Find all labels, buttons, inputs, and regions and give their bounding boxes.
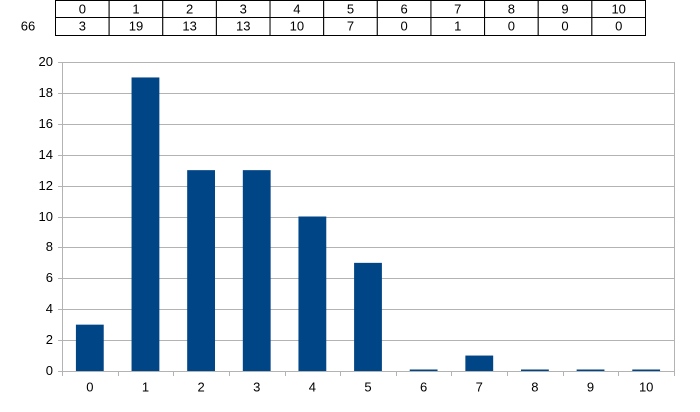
x-tick-label: 0 [86, 379, 93, 394]
table-header: 5 [347, 1, 354, 16]
bar [187, 170, 215, 371]
bar [521, 369, 549, 371]
table-header: 4 [293, 1, 300, 16]
table-header: 6 [401, 1, 408, 16]
x-tick-label: 9 [587, 379, 594, 394]
x-tick-label: 1 [142, 379, 149, 394]
y-tick-label: 2 [46, 332, 53, 347]
table-header: 0 [79, 1, 86, 16]
x-tick-label: 2 [197, 379, 204, 394]
bar [632, 369, 661, 371]
y-tick-label: 10 [39, 209, 53, 224]
table-header: 7 [454, 1, 461, 16]
table-header: 8 [508, 1, 515, 16]
table-value: 0 [561, 18, 568, 33]
y-tick-label: 8 [46, 239, 53, 254]
bar [576, 369, 605, 371]
table-value: 0 [401, 18, 408, 33]
table-value: 13 [182, 18, 196, 33]
table-header: 10 [611, 1, 625, 16]
bar [354, 262, 382, 371]
bar [465, 355, 494, 371]
x-tick-label: 6 [420, 379, 427, 394]
bar [131, 77, 160, 371]
x-tick-label: 10 [639, 379, 653, 394]
table-value: 13 [236, 18, 250, 33]
y-tick-label: 20 [39, 54, 53, 69]
table-header: 9 [561, 1, 568, 16]
table-value: 19 [129, 18, 143, 33]
x-tick-label: 7 [476, 379, 483, 394]
table-value: 10 [290, 18, 304, 33]
bar [409, 369, 438, 371]
x-tick-label: 3 [253, 379, 260, 394]
y-tick-label: 4 [46, 301, 53, 316]
y-tick-label: 18 [39, 85, 53, 100]
table-value: 0 [508, 18, 515, 33]
bar [298, 216, 327, 371]
table-value: 0 [615, 18, 622, 33]
y-tick-label: 16 [39, 116, 53, 131]
table-value: 3 [79, 18, 86, 33]
bar [242, 170, 271, 371]
table-header: 1 [132, 1, 139, 16]
table-value: 7 [347, 18, 354, 33]
x-tick-label: 8 [531, 379, 538, 394]
table-header: 3 [240, 1, 247, 16]
bar [75, 324, 104, 371]
x-tick-label: 4 [309, 379, 316, 394]
y-tick-label: 6 [46, 270, 53, 285]
y-tick-label: 0 [46, 363, 53, 378]
table-header: 2 [186, 1, 193, 16]
table-value: 1 [454, 18, 461, 33]
table-cell [591, 17, 647, 36]
x-tick-label: 5 [364, 379, 371, 394]
y-tick-label: 12 [39, 178, 53, 193]
row-label: 66 [21, 18, 35, 33]
y-tick-label: 14 [39, 147, 53, 162]
